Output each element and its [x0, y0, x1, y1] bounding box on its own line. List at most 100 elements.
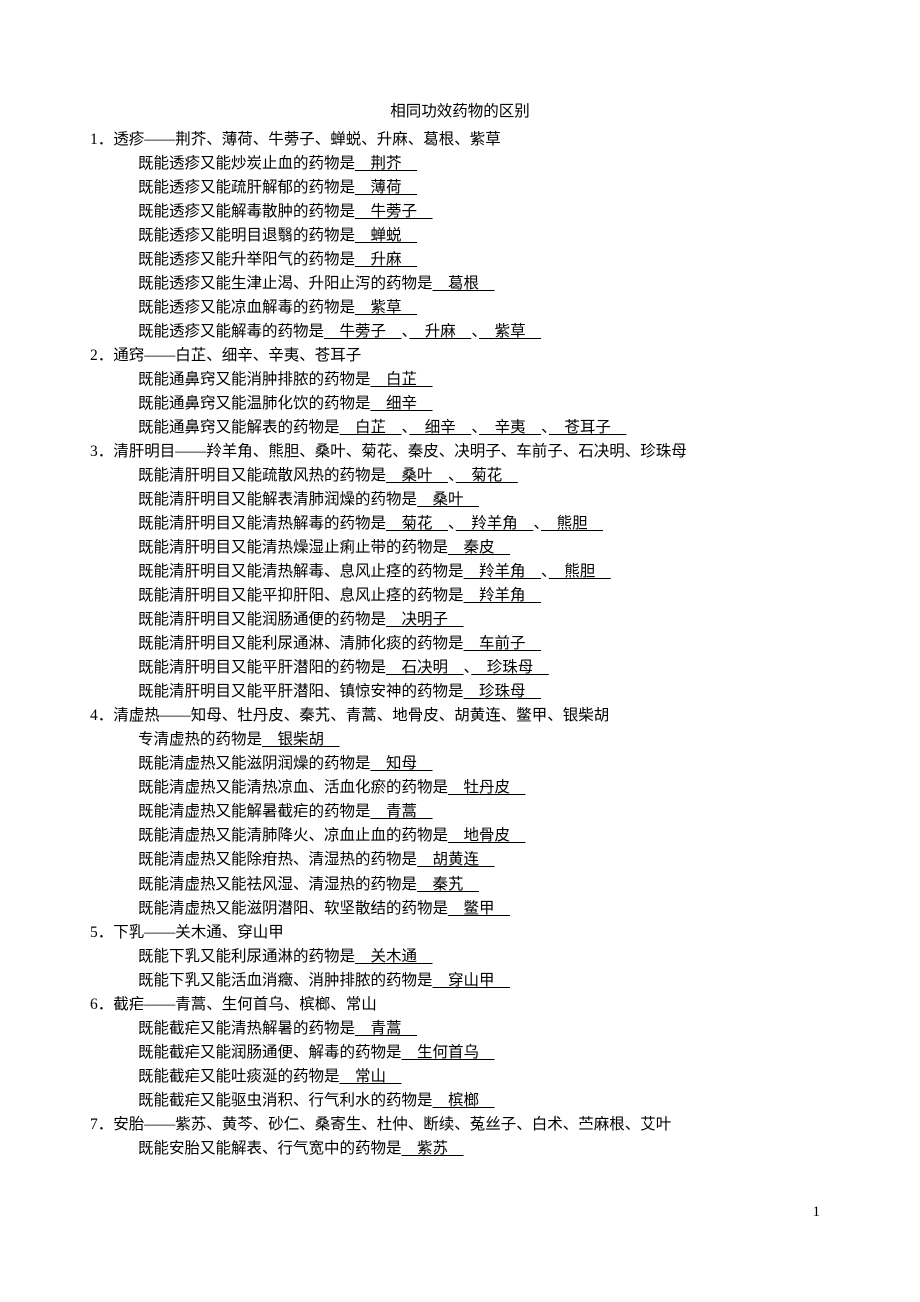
- line-prefix: 既能透疹又能凉血解毒的药物是: [138, 299, 355, 316]
- answer-blank: 羚羊角: [464, 563, 542, 580]
- answer-blank: 地骨皮: [448, 827, 526, 844]
- fill-line: 既能清肝明目又能清热解毒的药物是 菊花 、 羚羊角 、 熊胆: [90, 512, 830, 536]
- fill-line: 既能清肝明目又能润肠通便的药物是 决明子: [90, 608, 830, 632]
- answer-blank: 细辛: [371, 395, 433, 412]
- answer-blank: 升麻: [355, 251, 417, 268]
- section-header: 3．清肝明目——羚羊角、熊胆、桑叶、菊花、秦皮、决明子、车前子、石决明、珍珠母: [90, 440, 830, 464]
- fill-line: 既能清虚热又能清热凉血、活血化瘀的药物是 牡丹皮: [90, 776, 830, 800]
- line-prefix: 既能清肝明目又能平抑肝阳、息风止痉的药物是: [138, 587, 464, 604]
- answer-blank: 菊花: [386, 515, 448, 532]
- answer-blank: 穿山甲: [433, 972, 511, 989]
- answer-blank: 鳖甲: [448, 900, 510, 917]
- line-prefix: 既能清肝明目又能清热解毒、息风止痉的药物是: [138, 563, 464, 580]
- line-prefix: 既能清虚热又能滋阴润燥的药物是: [138, 755, 371, 772]
- answer-blank: 蝉蜕: [355, 227, 417, 244]
- line-prefix: 既能透疹又能明目退翳的药物是: [138, 227, 355, 244]
- fill-line: 既能透疹又能解毒的药物是 牛蒡子 、 升麻 、 紫草: [90, 320, 830, 344]
- line-prefix: 既能下乳又能活血消癥、消肿排脓的药物是: [138, 972, 433, 989]
- separator: 、: [541, 563, 549, 580]
- fill-line: 既能透疹又能明目退翳的药物是 蝉蜕: [90, 224, 830, 248]
- fill-line: 既能下乳又能活血消癥、消肿排脓的药物是 穿山甲: [90, 969, 830, 993]
- fill-line: 既能安胎又能解表、行气宽中的药物是 紫苏: [90, 1137, 830, 1161]
- answer-blank: 石决明: [386, 659, 464, 676]
- fill-line: 既能截疟又能驱虫消积、行气利水的药物是 槟榔: [90, 1089, 830, 1113]
- line-prefix: 既能清肝明目又能润肠通便的药物是: [138, 611, 386, 628]
- answer-blank: 决明子: [386, 611, 464, 628]
- fill-line: 既能清虚热又能滋阴润燥的药物是 知母: [90, 752, 830, 776]
- fill-line: 既能清肝明目又能清热解毒、息风止痉的药物是 羚羊角 、 熊胆: [90, 560, 830, 584]
- document-body: 1．透疹——荆芥、薄荷、牛蒡子、蝉蜕、升麻、葛根、紫草既能透疹又能炒炭止血的药物…: [90, 128, 830, 1161]
- fill-line: 既能清虚热又能解暑截疟的药物是 青蒿: [90, 800, 830, 824]
- fill-line: 既能清肝明目又能解表清肺润燥的药物是 桑叶: [90, 488, 830, 512]
- answer-blank: 辛夷: [479, 419, 541, 436]
- separator: 、: [448, 467, 456, 484]
- answer-blank: 青蒿: [371, 803, 433, 820]
- fill-line: 专清虚热的药物是 银柴胡: [90, 728, 830, 752]
- fill-line: 既能下乳又能利尿通淋的药物是 关木通: [90, 945, 830, 969]
- line-prefix: 既能清肝明目又能疏散风热的药物是: [138, 467, 386, 484]
- fill-line: 既能截疟又能吐痰涎的药物是 常山: [90, 1065, 830, 1089]
- section-header: 4．清虚热——知母、牡丹皮、秦艽、青蒿、地骨皮、胡黄连、鳖甲、银柴胡: [90, 704, 830, 728]
- answer-blank: 车前子: [464, 635, 542, 652]
- answer-blank: 葛根: [433, 275, 495, 292]
- answer-blank: 桑叶: [417, 491, 479, 508]
- answer-blank: 菊花: [456, 467, 518, 484]
- fill-line: 既能透疹又能升举阳气的药物是 升麻: [90, 248, 830, 272]
- fill-line: 既能透疹又能生津止渴、升阳止泻的药物是 葛根: [90, 272, 830, 296]
- answer-blank: 白芷: [340, 419, 402, 436]
- separator: 、: [448, 515, 456, 532]
- answer-blank: 知母: [371, 755, 433, 772]
- section-header: 6．截疟——青蒿、生何首乌、槟榔、常山: [90, 993, 830, 1017]
- answer-blank: 紫草: [479, 323, 541, 340]
- section-header: 5．下乳——关木通、穿山甲: [90, 921, 830, 945]
- answer-blank: 桑叶: [386, 467, 448, 484]
- answer-blank: 羚羊角: [464, 587, 542, 604]
- line-prefix: 既能清虚热又能祛风湿、清湿热的药物是: [138, 876, 417, 893]
- answer-blank: 青蒿: [355, 1020, 417, 1037]
- line-prefix: 既能透疹又能疏肝解郁的药物是: [138, 179, 355, 196]
- answer-blank: 紫草: [355, 299, 417, 316]
- line-prefix: 既能透疹又能生津止渴、升阳止泻的药物是: [138, 275, 433, 292]
- separator: 、: [541, 419, 549, 436]
- answer-blank: 升麻: [409, 323, 471, 340]
- line-prefix: 既能清肝明目又能平肝潜阳的药物是: [138, 659, 386, 676]
- page-number: 1: [90, 1201, 830, 1224]
- document-page: 相同功效药物的区别 1．透疹——荆芥、薄荷、牛蒡子、蝉蜕、升麻、葛根、紫草既能透…: [0, 0, 920, 1264]
- answer-blank: 关木通: [355, 948, 433, 965]
- fill-line: 既能通鼻窍又能解表的药物是 白芷 、 细辛 、 辛夷 、 苍耳子: [90, 416, 830, 440]
- section-header: 7．安胎——紫苏、黄芩、砂仁、桑寄生、杜仲、断续、菟丝子、白术、苎麻根、艾叶: [90, 1113, 830, 1137]
- fill-line: 既能清虚热又能祛风湿、清湿热的药物是 秦艽: [90, 873, 830, 897]
- answer-blank: 薄荷: [355, 179, 417, 196]
- line-prefix: 既能截疟又能润肠通便、解毒的药物是: [138, 1044, 402, 1061]
- line-prefix: 既能清虚热又能除疳热、清湿热的药物是: [138, 851, 417, 868]
- separator: 、: [533, 515, 541, 532]
- answer-blank: 珍珠母: [464, 683, 542, 700]
- answer-blank: 紫苏: [402, 1140, 464, 1157]
- line-prefix: 既能安胎又能解表、行气宽中的药物是: [138, 1140, 402, 1157]
- fill-line: 既能通鼻窍又能温肺化饮的药物是 细辛: [90, 392, 830, 416]
- line-prefix: 既能清虚热又能滋阴潜阳、软坚散结的药物是: [138, 900, 448, 917]
- answer-blank: 胡黄连: [417, 851, 495, 868]
- fill-line: 既能清虚热又能滋阴潜阳、软坚散结的药物是 鳖甲: [90, 897, 830, 921]
- fill-line: 既能清肝明目又能利尿通淋、清肺化痰的药物是 车前子: [90, 632, 830, 656]
- fill-line: 既能清虚热又能除疳热、清湿热的药物是 胡黄连: [90, 848, 830, 872]
- line-prefix: 既能下乳又能利尿通淋的药物是: [138, 948, 355, 965]
- fill-line: 既能透疹又能疏肝解郁的药物是 薄荷: [90, 176, 830, 200]
- line-prefix: 既能清肝明目又能利尿通淋、清肺化痰的药物是: [138, 635, 464, 652]
- answer-blank: 苍耳子: [549, 419, 627, 436]
- answer-blank: 秦皮: [448, 539, 510, 556]
- line-prefix: 既能清虚热又能清肺降火、凉血止血的药物是: [138, 827, 448, 844]
- answer-blank: 牛蒡子: [324, 323, 402, 340]
- fill-line: 既能清肝明目又能清热燥湿止痢止带的药物是 秦皮: [90, 536, 830, 560]
- line-prefix: 既能清肝明目又能平肝潜阳、镇惊安神的药物是: [138, 683, 464, 700]
- answer-blank: 秦艽: [417, 876, 479, 893]
- fill-line: 既能清肝明目又能疏散风热的药物是 桑叶 、 菊花: [90, 464, 830, 488]
- section-header: 1．透疹——荆芥、薄荷、牛蒡子、蝉蜕、升麻、葛根、紫草: [90, 128, 830, 152]
- document-title: 相同功效药物的区别: [90, 100, 830, 124]
- answer-blank: 熊胆: [541, 515, 603, 532]
- line-prefix: 既能截疟又能清热解暑的药物是: [138, 1020, 355, 1037]
- answer-blank: 细辛: [409, 419, 471, 436]
- separator: 、: [471, 419, 479, 436]
- line-prefix: 既能清虚热又能解暑截疟的药物是: [138, 803, 371, 820]
- answer-blank: 常山: [340, 1068, 402, 1085]
